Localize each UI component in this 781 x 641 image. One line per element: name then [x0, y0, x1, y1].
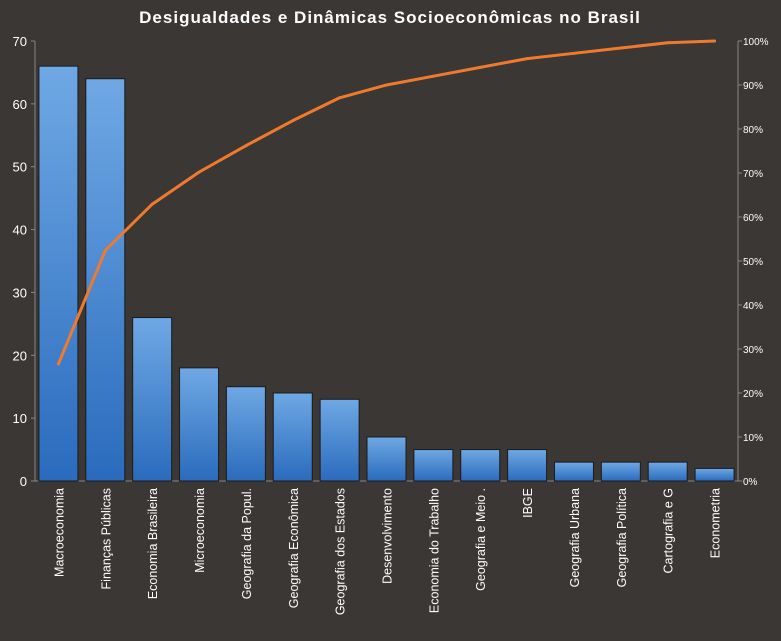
cumulative-point	[385, 83, 388, 87]
x-tick-label: Economia do Trabalho	[427, 488, 441, 613]
cumulative-point	[197, 170, 201, 174]
cumulative-point	[244, 144, 248, 148]
cumulative-point	[338, 96, 342, 100]
bar	[600, 461, 641, 482]
cumulative-point	[431, 74, 435, 78]
cumulative-point	[572, 51, 576, 55]
cumulative-point	[478, 65, 482, 69]
x-tick-label: Finanças Públicas	[99, 488, 113, 589]
cumulative-point	[56, 362, 60, 366]
bar	[225, 386, 266, 482]
x-tick-label: Econometria	[709, 488, 723, 558]
x-tick-label: Geografia e Meio .	[474, 488, 488, 591]
y2-tick-label: 20%	[743, 389, 763, 400]
x-tick-label: Microeconomia	[193, 488, 207, 573]
cumulative-line	[57, 39, 715, 365]
cumulative-point	[619, 46, 623, 50]
cumulative-point	[150, 202, 154, 206]
y2-tick-label: 60%	[743, 213, 763, 224]
bar	[319, 398, 360, 482]
cumulative-point	[666, 41, 670, 45]
y-tick-label: 20	[13, 348, 27, 363]
bar	[553, 461, 594, 482]
y2-tick-label: 70%	[743, 169, 763, 180]
cumulative-point	[291, 119, 295, 123]
chart-title: Desigualdades e Dinâmicas Socioeconômica…	[139, 8, 641, 27]
y-tick-label: 30	[13, 285, 27, 300]
bar	[507, 449, 548, 482]
bar	[38, 65, 79, 482]
bar	[366, 436, 407, 482]
y2-tick-label: 10%	[743, 433, 763, 444]
x-tick-label: Macroeconomia	[52, 488, 66, 577]
x-tick-label: Geografia Econômica	[287, 488, 301, 608]
cumulative-point	[103, 248, 107, 252]
y2-tick-label: 40%	[743, 301, 763, 312]
bar	[132, 317, 173, 482]
x-tick-label: IBGE	[521, 488, 535, 518]
y-tick-label: 50	[13, 160, 27, 175]
x-tick-label: Geografia da Popul.	[240, 488, 254, 599]
y2-tick-label: 0%	[743, 477, 758, 488]
x-tick-label: Geografia Urbana	[568, 488, 582, 587]
x-tick-label: Geografia Política	[615, 488, 629, 587]
x-tick-label: Cartografia e G	[662, 488, 676, 573]
bar	[272, 392, 313, 482]
bar	[694, 467, 735, 482]
bar	[460, 449, 501, 482]
bar	[413, 449, 454, 482]
cumulative-line-group	[56, 39, 717, 366]
y2-tick-label: 90%	[743, 81, 763, 92]
y-tick-label: 60	[13, 97, 27, 112]
y-tick-label: 70	[13, 34, 27, 49]
bars	[38, 65, 735, 482]
labels: 0 10 20 30 40 50 60 70 0% 10% 20% 30% 40% 50% 60% 70% 80…	[13, 34, 769, 615]
y-tick-label: 10	[13, 411, 27, 426]
bar	[179, 367, 220, 482]
y2-tick-label: 30%	[743, 345, 763, 356]
y2-tick-label: 100%	[743, 37, 769, 48]
y2-tick-label: 80%	[743, 125, 763, 136]
cumulative-point	[713, 39, 717, 43]
x-tick-label: Desenvolvimento	[381, 488, 395, 584]
y-tick-label: 0	[20, 474, 27, 489]
x-tick-label: Geografia dos Estados	[334, 488, 348, 615]
y2-tick-label: 50%	[743, 257, 763, 268]
bar	[647, 461, 688, 482]
x-tick-label: Economia Brasileira	[146, 488, 160, 599]
y-tick-label: 40	[13, 223, 27, 238]
cumulative-point	[525, 57, 529, 61]
